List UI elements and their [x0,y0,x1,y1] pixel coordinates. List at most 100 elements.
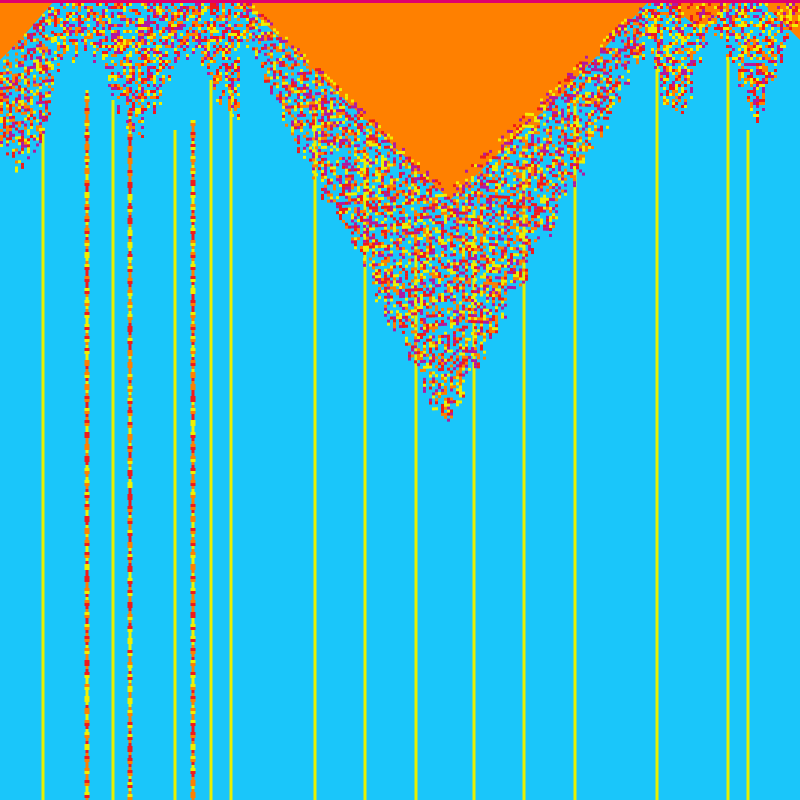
chaos-cell [147,93,150,96]
chaos-cell [195,36,198,39]
chaos-cell [483,203,486,207]
chaos-cell [411,165,414,169]
chaos-cell [393,289,396,293]
chain-cell [191,273,195,276]
chaos-cell [132,45,135,48]
chaos-cell [222,9,225,12]
chaos-cell [522,280,525,284]
chaos-cell [435,392,438,396]
chaos-cell [297,150,300,154]
chaos-cell [429,314,432,318]
chaos-cell [36,59,39,63]
chaos-cell [327,142,330,146]
chaos-cell [102,27,105,30]
chain-cell [84,132,90,135]
chaos-cell [552,162,555,166]
chaos-cell [510,199,513,202]
chain-cell [128,155,132,158]
chaos-cell [558,87,561,91]
chaos-cell [321,133,324,137]
chain-cell [85,273,89,276]
chaos-cell [435,401,438,405]
chaos-cell [387,271,390,275]
chaos-cell [429,215,432,219]
chaos-cell [330,109,333,113]
chaos-cell [363,212,366,216]
chaos-cell [393,181,396,185]
chaos-cell [282,84,285,88]
chaos-cell [24,57,27,61]
chain-cell [84,792,90,795]
chaos-cell [156,15,159,18]
chaos-cell [30,69,33,72]
chaos-cell [384,262,387,266]
chaos-cell [393,199,396,203]
chaos-cell [339,184,342,188]
chaos-cell [369,161,372,165]
chaos-cell [6,101,9,105]
chaos-cell [456,388,459,392]
chaos-cell [357,156,360,160]
chaos-cell [333,184,336,188]
chaos-cell [480,257,483,261]
chain-cell [127,158,133,161]
chaos-cell [546,143,549,147]
chaos-cell [360,219,363,222]
chaos-cell [375,263,378,267]
chaos-cell [375,239,378,243]
chain-cell [128,299,132,302]
chaos-cell [333,145,336,149]
chaos-cell [492,171,495,175]
chaos-cell [384,271,387,275]
chaos-cell [291,126,294,130]
chaos-cell [228,45,231,48]
chain-cell [84,600,90,603]
chaos-cell [513,148,516,152]
chaos-cell [213,81,216,84]
chaos-cell [39,32,42,36]
chaos-cell [144,60,147,63]
chaos-cell [33,116,36,120]
chaos-cell [294,126,297,130]
chaos-cell [384,133,387,137]
chaos-cell [384,310,387,314]
chain-cell [127,746,133,749]
chaos-cell [348,99,351,103]
chaos-cell [312,155,315,159]
chaos-cell [492,327,495,331]
chaos-cell [507,219,510,223]
chaos-cell [378,170,381,174]
chaos-cell [198,45,201,48]
chaos-cell [27,147,30,151]
chain-cell [85,270,89,273]
chain-cell [128,584,132,587]
chaos-cell [378,134,381,138]
chaos-cell [417,240,420,244]
chaos-cell [300,87,303,90]
chaos-cell [330,121,333,125]
chaos-cell [504,315,507,319]
chain-cell [127,233,133,236]
chain-cell [128,659,132,662]
chaos-cell [207,24,210,27]
chaos-cell [468,313,471,317]
chaos-cell [234,63,237,66]
chain-cell [84,180,90,183]
chaos-cell [39,137,42,141]
chain-cell [84,471,90,474]
chaos-cell [114,36,117,39]
chaos-cell [180,45,183,48]
chaos-cell [408,186,411,190]
chaos-cell [417,300,420,304]
chaos-cell [477,317,480,321]
chaos-cell [168,36,171,39]
chaos-cell [3,125,6,129]
chaos-cell [324,139,327,143]
chaos-cell [417,279,420,283]
chaos-cell [453,244,456,248]
chaos-cell [396,232,399,236]
chain-cell [128,599,132,602]
chaos-cell [516,127,519,131]
chain-cell [190,528,196,531]
chaos-cell [516,277,519,281]
